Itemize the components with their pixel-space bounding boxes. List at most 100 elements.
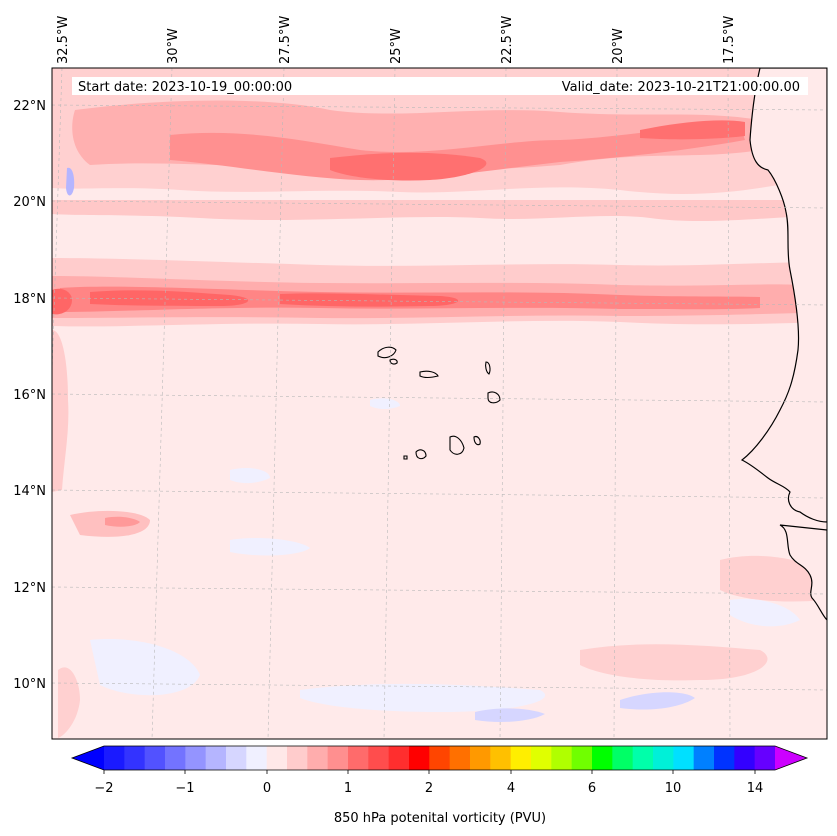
- colorbar-tick-label: 14: [747, 781, 764, 796]
- colorbar-swatch: [185, 746, 207, 770]
- africa-land-south: [779, 524, 827, 621]
- colorbar-swatch: [510, 746, 532, 770]
- lon-label: 25°W: [389, 28, 404, 64]
- colorbar-swatch: [470, 746, 491, 770]
- colorbar-tick-label: 1: [344, 781, 352, 796]
- gridlines: [52, 68, 827, 739]
- colorbar-swatch: [612, 746, 634, 770]
- neg-patch-e: [620, 692, 695, 710]
- colorbar-swatch: [673, 746, 695, 770]
- colorbar-swatches: [104, 746, 776, 770]
- colorbar-swatch: [571, 746, 593, 770]
- colorbar: −2 −1 0 1 2 4 6 10 14 850 hPa potenital …: [70, 745, 809, 826]
- lon-label: 20°W: [611, 28, 626, 64]
- lon-label: 32.5°W: [56, 16, 71, 64]
- neg-patch-f: [370, 398, 400, 409]
- colorbar-swatch: [449, 746, 471, 770]
- start-date: Start date: 2023-10-19_00:00:00: [78, 80, 292, 95]
- colorbar-swatch: [388, 746, 410, 770]
- colorbar-swatch: [653, 746, 674, 770]
- africa-land: [740, 68, 827, 523]
- colorbar-tick-label: 6: [588, 781, 596, 796]
- colorbar-tick-label: 0: [263, 781, 271, 796]
- island-fogo: [415, 449, 427, 460]
- lat-label: 12°N: [13, 581, 46, 596]
- island-brava: [403, 455, 408, 460]
- north-band-core: [170, 125, 745, 181]
- north-band-peak-2: [640, 120, 745, 140]
- colorbar-tick-label: 10: [665, 781, 682, 796]
- colorbar-swatch: [327, 746, 349, 770]
- colorbar-swatch: [531, 746, 552, 770]
- patch-west-south: [58, 667, 80, 738]
- west-edge-strip: [52, 330, 69, 492]
- colorbar-swatch: [592, 746, 613, 770]
- date-box: [72, 77, 808, 95]
- upper-band: [52, 200, 827, 222]
- mid-band-peak-2: [280, 293, 459, 307]
- lat-label: 16°N: [13, 388, 46, 403]
- colorbar-title: 850 hPa potenital vorticity (PVU): [334, 811, 546, 826]
- colorbar-swatch: [205, 746, 227, 770]
- lon-label: 27.5°W: [278, 16, 293, 64]
- colorbar-tick-label: 4: [507, 781, 515, 796]
- colorbar-under-arrow: [72, 746, 104, 770]
- neg-patch-d: [475, 708, 545, 722]
- lat-label: 20°N: [13, 195, 46, 210]
- colorbar-swatch: [490, 746, 512, 770]
- colorbar-swatch: [287, 746, 308, 770]
- colorbar-swatch: [734, 746, 756, 770]
- longitude-labels: 32.5°W 30°W 27.5°W 25°W 22.5°W 20°W 17.5…: [56, 16, 737, 64]
- colorbar-swatch: [714, 746, 735, 770]
- neg-patch-g: [66, 167, 75, 196]
- colorbar-swatch: [348, 746, 369, 770]
- colorbar-swatch: [144, 746, 166, 770]
- colorbar-tick-label: −2: [94, 781, 113, 796]
- colorbar-swatch: [104, 746, 125, 770]
- colorbar-swatch: [368, 746, 390, 770]
- colorbar-swatch: [226, 746, 247, 770]
- colorbar-swatch: [124, 746, 146, 770]
- patch-e-10n: [580, 644, 768, 681]
- lat-label: 18°N: [13, 292, 46, 307]
- colorbar-tick-label: −1: [175, 781, 194, 796]
- lat-label: 10°N: [13, 677, 46, 692]
- north-band-peak: [330, 152, 487, 181]
- latitude-labels: 22°N 20°N 18°N 16°N 14°N 12°N 10°N: [13, 99, 46, 692]
- island-santiago: [449, 435, 465, 455]
- island-boa-vista: [487, 391, 501, 404]
- colorbar-swatch: [551, 746, 573, 770]
- neg-patch-c: [300, 683, 546, 712]
- lat-label: 14°N: [13, 484, 46, 499]
- colorbar-over-arrow: [775, 746, 807, 770]
- colorbar-swatch: [632, 746, 654, 770]
- vorticity-field: Start date: 2023-10-19_00:00:00 Valid_da…: [52, 68, 827, 739]
- island-santo-antao: [377, 346, 397, 359]
- neg-patch-a: [230, 537, 310, 556]
- colorbar-swatch: [266, 746, 288, 770]
- island-sal: [485, 361, 491, 375]
- patch-e-12n: [720, 555, 827, 602]
- island-maio: [473, 436, 481, 446]
- colorbar-swatch: [307, 746, 329, 770]
- lat-label: 22°N: [13, 99, 46, 114]
- neg-patch-b: [90, 639, 200, 696]
- colorbar-swatch: [246, 746, 268, 770]
- lon-label: 30°W: [166, 28, 181, 64]
- colorbar-tick-label: 2: [425, 781, 433, 796]
- map-frame: [51, 67, 828, 740]
- colorbar-swatch: [693, 746, 715, 770]
- colorbar-swatch: [754, 746, 776, 770]
- neg-patch-h: [230, 467, 270, 484]
- lon-label: 17.5°W: [722, 16, 737, 64]
- colorbar-swatch: [429, 746, 451, 770]
- island-sao-vicente: [389, 358, 398, 365]
- patch-13n-core: [105, 516, 140, 527]
- mid-band-peak: [90, 290, 249, 306]
- neg-patch-i: [730, 599, 800, 627]
- colorbar-swatch: [165, 746, 186, 770]
- island-sao-nicolau: [419, 370, 439, 379]
- lon-label: 22.5°W: [500, 16, 515, 64]
- west-edge-peak: [52, 288, 72, 315]
